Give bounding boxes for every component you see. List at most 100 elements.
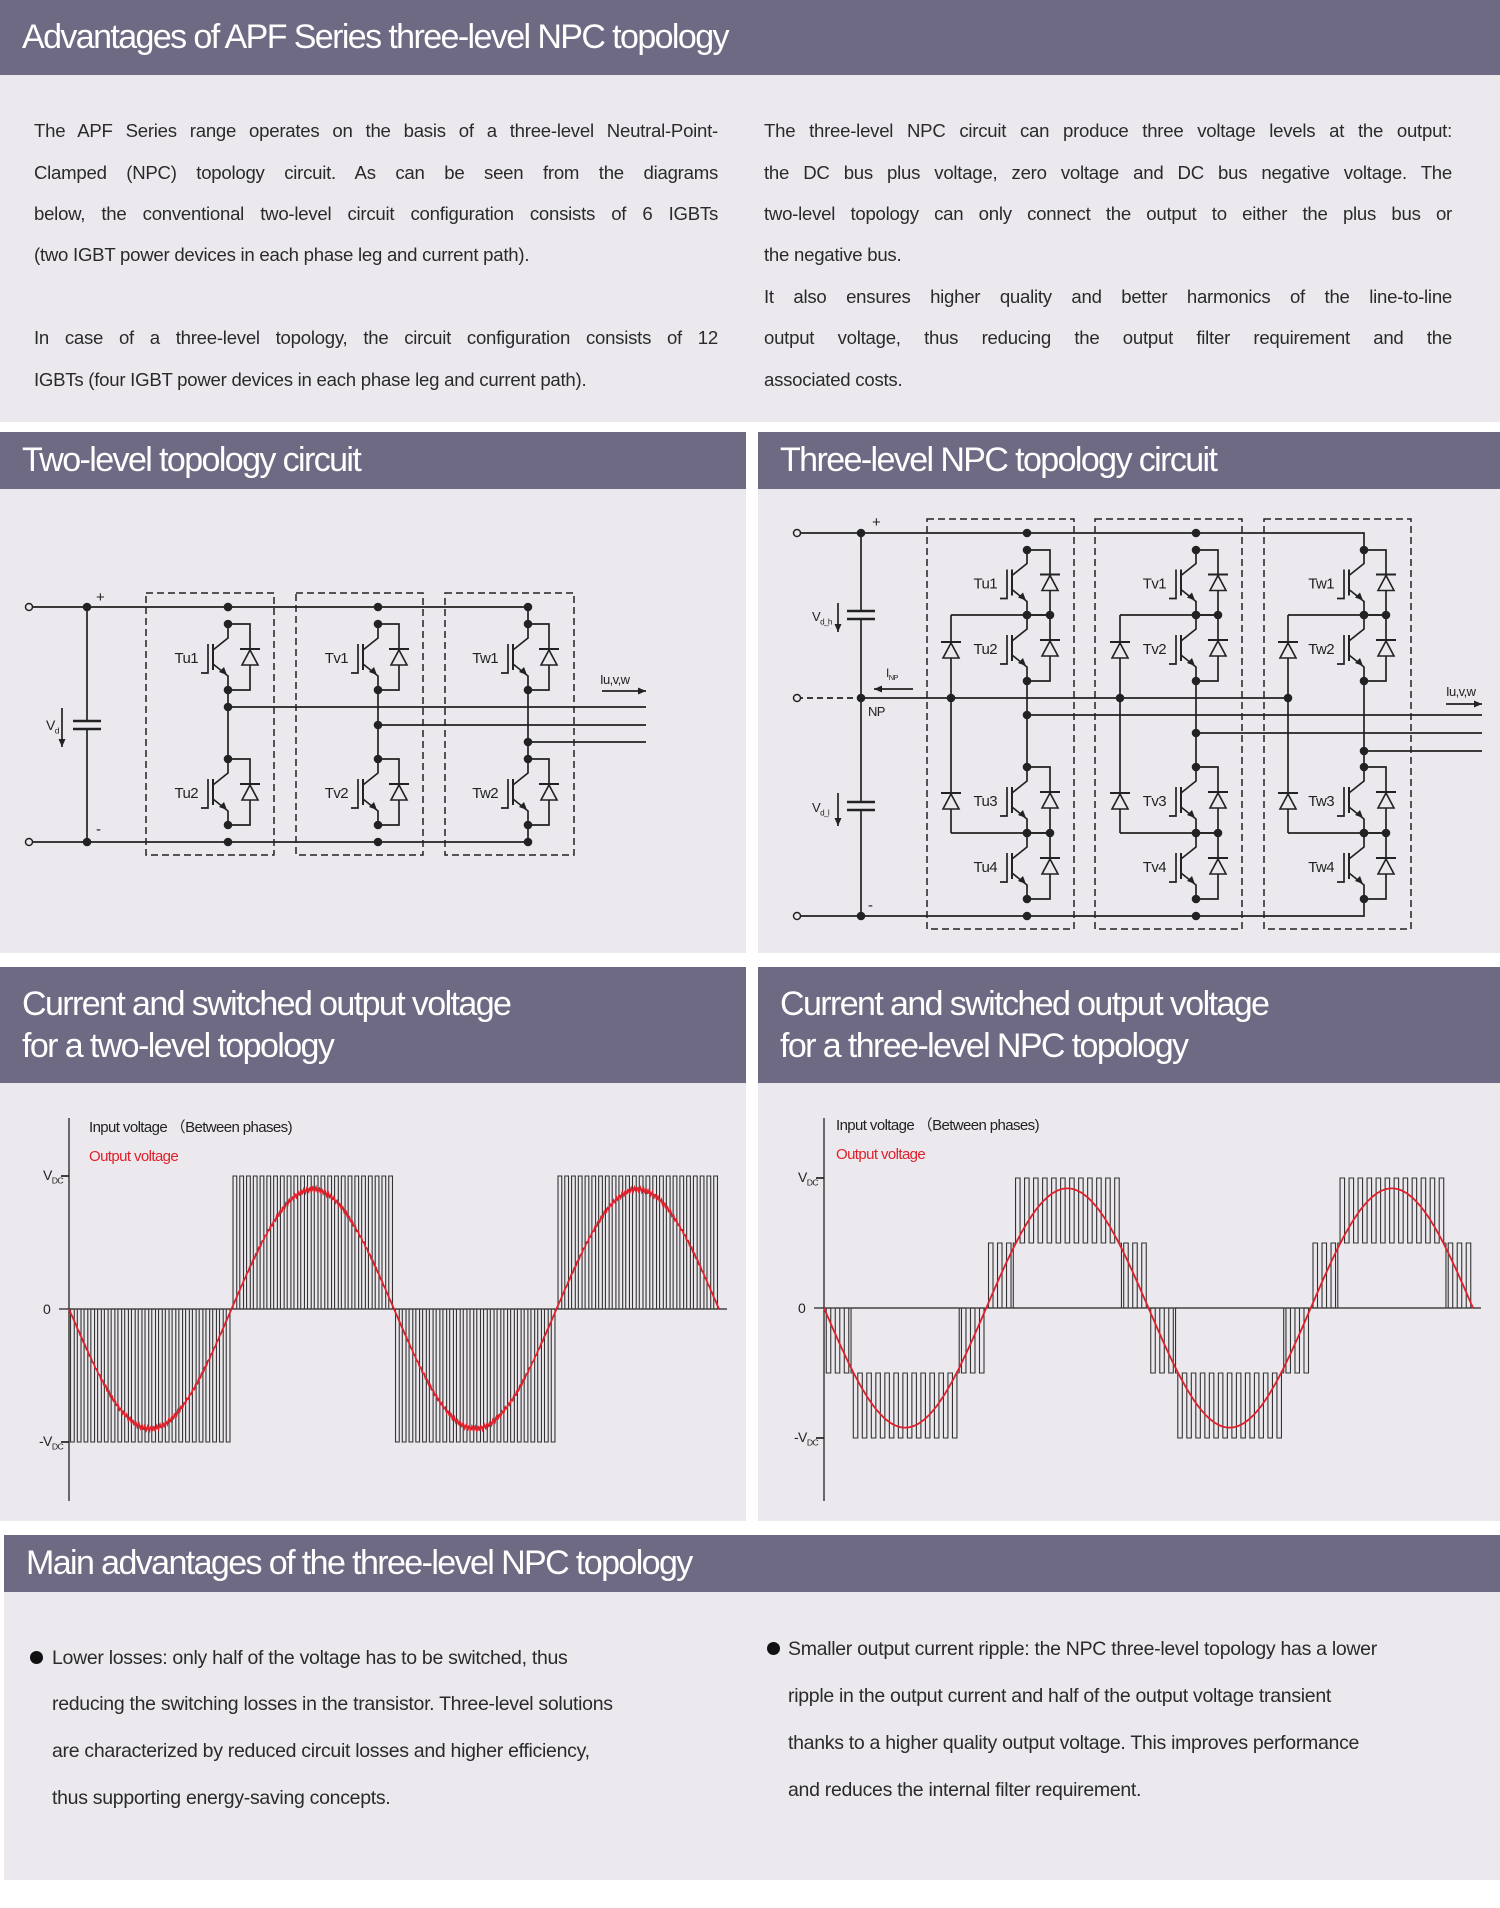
two-level-title: Two-level topology circuit [22, 441, 362, 479]
pwm-pulse [1184, 1372, 1194, 1439]
diode-icon [1278, 641, 1298, 659]
pwm-pulse [1166, 1307, 1176, 1374]
pwm-pulse [184, 1308, 191, 1443]
junction-dot [82, 602, 92, 612]
pwm-pulse [658, 1175, 665, 1310]
pwm-pulse [96, 1308, 103, 1443]
vd-label: Vd [46, 717, 60, 736]
output-arrow-head [1474, 700, 1482, 708]
pwm-pulse [644, 1175, 652, 1310]
pwm-pulse [1067, 1177, 1077, 1244]
igbt-arrow [1187, 876, 1195, 884]
advantage-left-line: Lower losses: only half of the voltage h… [52, 1647, 568, 1669]
igbt-arrow [1187, 658, 1195, 666]
pwm-pulse [1427, 1177, 1437, 1244]
pwm-pulse [597, 1175, 604, 1310]
output-voltage-curve [823, 1187, 1474, 1429]
diode-icon [1040, 639, 1060, 657]
pwm-pulse [245, 1175, 252, 1310]
dc-plus-rail [29, 606, 529, 624]
pwm-pulse [1337, 1177, 1347, 1308]
pwm-pulse [986, 1242, 996, 1309]
pwm-pulse [1211, 1372, 1221, 1439]
junction-dot [1359, 545, 1369, 555]
pwm-pulse [1382, 1177, 1392, 1244]
pwm-pulse [842, 1307, 852, 1374]
intro-right-line: two-level topology can only connect the … [764, 203, 1452, 224]
igbt-arrow [1355, 876, 1363, 884]
pwm-pulse [563, 1175, 571, 1310]
pwm-pulse [932, 1372, 942, 1439]
intro-right-line: the negative bus. [764, 244, 902, 265]
intro-left-line: IGBTs (four IGBT power devices in each p… [34, 369, 587, 390]
pwm-pulse [360, 1175, 367, 1310]
switch-label: Tw2 [472, 785, 498, 802]
legend-output-voltage: Output voltage [89, 1148, 178, 1165]
pwm-pulse [1148, 1307, 1158, 1374]
plus-sign: + [96, 589, 105, 606]
pwm-pulse [475, 1308, 483, 1443]
vdh-label: Vd_h [812, 609, 832, 626]
igbt-collector [212, 759, 229, 786]
junction-dot [1381, 610, 1391, 620]
pwm-pulse [387, 1175, 394, 1310]
two-level-header: Two-level topology circuit [0, 432, 746, 489]
pwm-pulse [1238, 1372, 1248, 1439]
igbt-gate [351, 779, 359, 809]
pwm-pulse [977, 1307, 987, 1374]
igbt-gate [1337, 853, 1345, 883]
pwm-pulse [129, 1308, 137, 1443]
pwm-pulse [427, 1308, 435, 1443]
advantages-header: Main advantages of the three-level NPC t… [4, 1535, 1500, 1592]
vdl-label: Vd_l [812, 800, 830, 817]
pwm-pulse [1202, 1372, 1212, 1439]
igbt-collector [362, 624, 379, 651]
pwm-pulse [353, 1175, 361, 1310]
pwm-pulse [339, 1175, 347, 1310]
junction-dot [82, 837, 92, 847]
pwm-pulse [1022, 1177, 1032, 1244]
junction-dot [1022, 528, 1032, 538]
pwm-pulse [366, 1175, 374, 1310]
igbt-emitter [362, 663, 379, 690]
pwm-pulse [1391, 1177, 1401, 1244]
intro-left-line: The APF Series range operates on the bas… [34, 120, 718, 141]
pwm-pulse [461, 1308, 469, 1443]
dc-minus-rail [29, 825, 529, 843]
pwm-pulse [441, 1308, 449, 1443]
output-current-label: Iu,v,w [1446, 684, 1477, 699]
np-label: NP [868, 704, 885, 719]
junction-dot [1359, 746, 1369, 756]
pwm-pulse [434, 1308, 442, 1443]
igbt-arrow [1355, 658, 1363, 666]
igbt-emitter [1011, 654, 1028, 681]
igbt-emitter [1348, 872, 1365, 899]
pwm-pulse [630, 1175, 638, 1310]
igbt-collector [1180, 833, 1197, 860]
igbt-arrow [1355, 810, 1363, 818]
junction-dot [223, 602, 233, 612]
diode-icon [389, 648, 409, 666]
pwm-pulse [869, 1372, 879, 1439]
pwm-pulse [549, 1308, 557, 1443]
pwm-pulse [1229, 1372, 1239, 1439]
switch-label: Tu1 [175, 650, 199, 667]
pwm-pulse [1247, 1372, 1257, 1439]
igbt-emitter [512, 798, 529, 825]
pwm-pulse [1220, 1372, 1230, 1439]
pwm-pulse [1031, 1177, 1041, 1244]
intro-right-line: It also ensures higher quality and bette… [764, 286, 1452, 307]
igbt-emitter [362, 798, 379, 825]
pwm-pulse [265, 1175, 273, 1310]
igbt-gate [1000, 569, 1008, 600]
igbt-emitter [1180, 872, 1197, 899]
diode-icon [1278, 792, 1298, 810]
pwm-pulse [1355, 1177, 1365, 1244]
legend-output-voltage: Output voltage [836, 1146, 925, 1163]
leg-module-box [295, 592, 424, 856]
junction-dot [1115, 693, 1125, 703]
igbt-emitter [212, 798, 229, 825]
igbt-arrow [519, 667, 527, 675]
inp-label: INP [886, 666, 899, 682]
pwm-pulse [1139, 1242, 1149, 1309]
